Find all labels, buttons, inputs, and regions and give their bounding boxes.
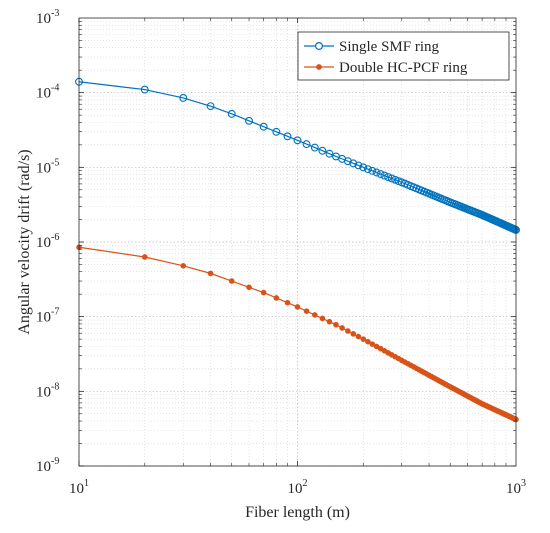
data-point (355, 333, 362, 340)
data-point (369, 341, 376, 347)
legend-marker-single-smf (315, 41, 324, 50)
data-point (207, 270, 214, 277)
data-point (294, 304, 301, 310)
data-point (206, 102, 215, 111)
data-point (318, 146, 327, 155)
minor-grid (79, 18, 516, 466)
y-tick-label: 10-5 (36, 157, 59, 176)
data-point (349, 159, 358, 168)
data-point (311, 312, 318, 318)
legend: Single SMF ring Double HC-PCF ring (297, 31, 510, 81)
x-tick-label: 102 (288, 478, 308, 497)
series-single-smf (75, 77, 520, 234)
x-axis-label: Fiber length (m) (245, 504, 350, 521)
data-point (387, 174, 396, 183)
x-tick-label: 103 (506, 478, 526, 497)
data-point (339, 325, 345, 331)
y-tick-label: 10-8 (36, 381, 59, 400)
data-point (354, 161, 363, 170)
data-point (384, 173, 393, 181)
data-point (360, 336, 367, 342)
data-point (372, 168, 381, 177)
data-point (363, 165, 372, 174)
y-tick-label: 10-9 (36, 456, 59, 475)
data-point (260, 289, 267, 296)
data-point (365, 338, 371, 345)
y-axis-label: Angular velocity drift (rad/s) (16, 149, 33, 334)
data-point (310, 143, 319, 152)
data-point (141, 254, 148, 260)
series-layer (75, 77, 520, 423)
data-point (272, 127, 281, 136)
data-point (368, 166, 377, 175)
data-point (302, 140, 311, 149)
data-point (284, 299, 291, 306)
legend-label-single-smf: Single SMF ring (339, 39, 440, 55)
data-point (293, 136, 302, 145)
data-point (228, 278, 235, 284)
y-tick-label: 10-6 (36, 232, 59, 251)
data-point (345, 328, 351, 334)
legend-label-double-hcpcf: Double HC-PCF ring (339, 60, 468, 76)
data-point (319, 315, 326, 322)
data-point (227, 109, 236, 118)
data-point (140, 85, 149, 94)
data-point (343, 157, 352, 166)
data-point (246, 284, 252, 291)
legend-box (297, 31, 510, 81)
x-tick-labels: 101 102 103 (69, 478, 526, 497)
tick-marks (78, 18, 516, 467)
data-point (359, 163, 368, 172)
data-point (259, 122, 268, 131)
data-point (303, 308, 310, 314)
data-point (180, 262, 187, 269)
data-point (273, 295, 280, 301)
data-point (179, 93, 188, 102)
data-point (283, 132, 292, 141)
y-tick-labels: 10-9 10-8 10-7 10-6 10-5 10-4 10-3 (36, 8, 59, 475)
x-tick-label: 101 (69, 478, 89, 497)
y-tick-label: 10-4 (36, 83, 59, 102)
data-point (326, 318, 333, 325)
data-point (350, 331, 357, 337)
y-tick-label: 10-3 (36, 8, 59, 27)
y-tick-label: 10-7 (36, 307, 59, 326)
legend-marker-double-hcpcf (316, 64, 322, 70)
series-double-hcpcf (76, 244, 519, 423)
data-point (333, 321, 339, 328)
data-point (245, 116, 253, 125)
data-point (380, 171, 389, 180)
data-point (325, 149, 334, 158)
data-point (376, 170, 385, 179)
